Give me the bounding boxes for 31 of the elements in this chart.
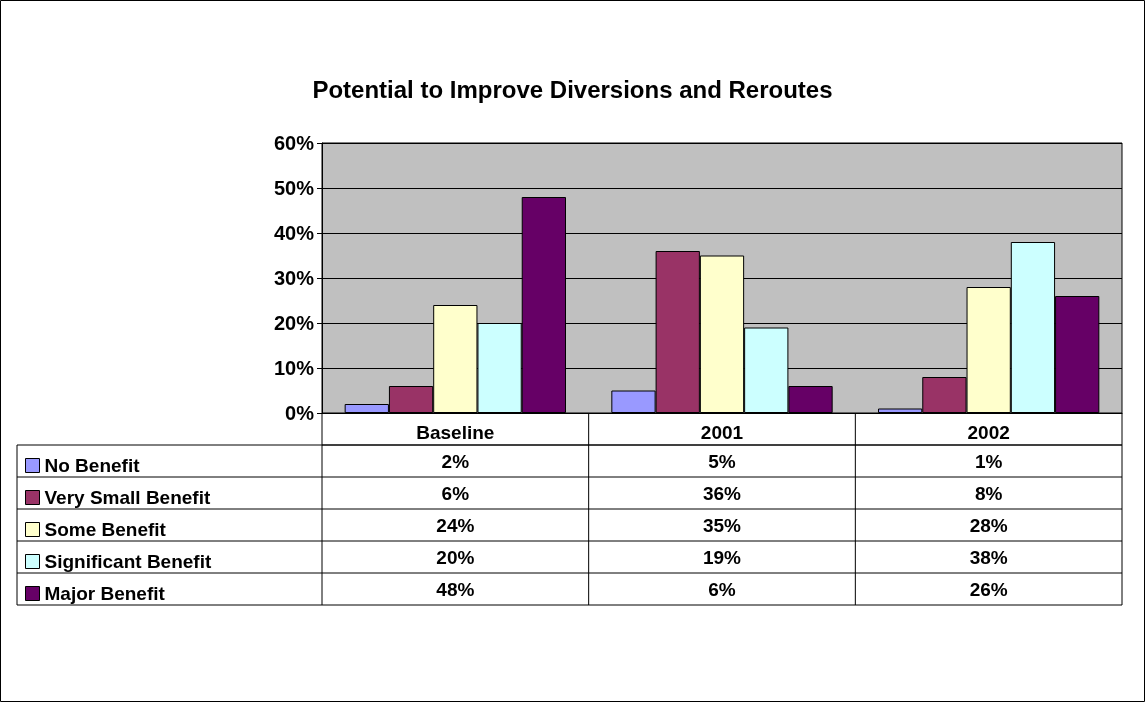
legend-label: Major Benefit (44, 583, 166, 604)
data-label: 5% (708, 450, 736, 472)
data-label: 26% (969, 578, 1008, 600)
legend-label: No Benefit (44, 455, 141, 476)
y-tick-label: 0% (285, 402, 315, 424)
y-tick-label: 10% (273, 357, 315, 379)
data-label: 8% (974, 482, 1003, 504)
data-label: 2% (441, 450, 470, 472)
data-label: 24% (436, 514, 475, 536)
data-label: 6% (708, 578, 736, 600)
y-tick-label: 20% (273, 312, 315, 334)
legend-label: Some Benefit (44, 519, 167, 540)
data-label: 35% (702, 514, 742, 536)
y-tick-label: 50% (273, 177, 315, 199)
x-tick-label: Baseline (416, 422, 495, 443)
y-tick-label: 60% (273, 132, 315, 154)
data-label: 36% (702, 482, 742, 504)
data-label: 19% (702, 546, 742, 568)
y-tick-label: 30% (273, 267, 315, 289)
data-label: 28% (969, 514, 1008, 536)
data-label: 20% (436, 546, 475, 568)
data-label: 48% (436, 578, 475, 600)
y-tick-label: 40% (273, 222, 315, 244)
data-label: 1% (974, 450, 1003, 472)
x-tick-label: 2001 (700, 422, 744, 443)
data-label: 6% (441, 482, 470, 504)
legend-label: Very Small Benefit (44, 487, 211, 508)
data-label: 38% (969, 546, 1008, 568)
chart-title: Potential to Improve Diversions and Reroutes (312, 75, 833, 103)
legend-label: Significant Benefit (44, 551, 212, 572)
x-tick-label: 2002 (967, 422, 1010, 443)
